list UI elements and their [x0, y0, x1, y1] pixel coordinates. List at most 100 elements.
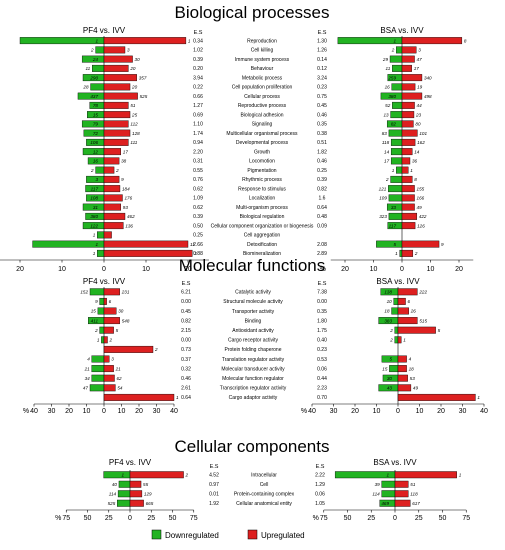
- count-label-upregulated: 2: [115, 168, 119, 173]
- bar-upregulated: [401, 37, 463, 45]
- bar-upregulated: [397, 326, 436, 334]
- category-label: Detoxification: [247, 242, 277, 248]
- panel-title-left: PF4 vs. IVV: [109, 458, 152, 467]
- count-label-upregulated: 49: [413, 386, 419, 391]
- count-label-downregulated: 14: [384, 149, 390, 154]
- es-value-left: 0.32: [181, 366, 191, 372]
- category-label: Multicellular organismal process: [226, 131, 298, 137]
- count-label-upregulated: 1: [410, 168, 413, 173]
- x-tick-label: 50: [439, 515, 447, 522]
- bar-upregulated: [103, 194, 123, 202]
- bar-upregulated: [103, 326, 114, 334]
- es-value-right: 0.09: [317, 223, 327, 229]
- bar-upregulated: [103, 129, 131, 137]
- bar-downregulated: [97, 249, 105, 257]
- bar-downregulated: [388, 185, 403, 193]
- bar-upregulated: [103, 365, 114, 373]
- bar-downregulated: [99, 326, 105, 334]
- bar-upregulated: [401, 129, 418, 137]
- legend-label-downregulated: Downregulated: [165, 531, 219, 540]
- count-label-downregulated: 28: [82, 85, 89, 90]
- es-value-left: 0.97: [209, 482, 219, 488]
- category-label: Localization: [249, 196, 276, 202]
- count-label-downregulated: 29: [382, 57, 389, 62]
- count-label-upregulated: 20: [129, 66, 136, 71]
- es-value-left: 0.20: [193, 66, 203, 72]
- es-value-left: 0.01: [209, 492, 219, 498]
- category-label: Transcription regulator activity: [220, 386, 287, 392]
- bar-upregulated: [401, 212, 418, 220]
- section-title: Cellular components: [175, 437, 330, 456]
- es-value-left: 0.76: [193, 177, 203, 183]
- category-label: Reproductive process: [238, 103, 287, 109]
- category-label: Cargo receptor activity: [228, 338, 279, 344]
- x-tick-label: 0: [102, 266, 106, 273]
- bar-upregulated: [103, 120, 129, 128]
- category-label: Protein folding chaperone: [225, 347, 282, 353]
- count-label-downregulated: 39: [375, 482, 381, 487]
- count-label-upregulated: 498: [424, 94, 432, 99]
- bar-upregulated: [103, 393, 175, 401]
- count-label-downregulated: 52: [385, 103, 391, 108]
- count-label-upregulated: 617: [412, 501, 420, 506]
- bar-upregulated: [401, 148, 413, 156]
- count-label-upregulated: 93: [123, 205, 129, 210]
- x-unit-label: %: [55, 515, 61, 522]
- panel-title-left: PF4 vs. IVV: [83, 26, 126, 35]
- count-label-downregulated: 16: [385, 85, 391, 90]
- count-label-upregulated: 30: [135, 57, 141, 62]
- category-label: Behaviour: [251, 66, 274, 72]
- es-value-left: 0.66: [193, 94, 203, 100]
- bar-upregulated: [397, 336, 402, 344]
- bar-downregulated: [391, 83, 403, 91]
- bar-downregulated: [391, 307, 399, 315]
- bar-downregulated: [118, 480, 131, 488]
- es-value-left: 2.15: [181, 328, 191, 334]
- bar-upregulated: [397, 384, 412, 392]
- bar-downregulated: [91, 355, 105, 363]
- count-label-upregulated: 155: [417, 186, 425, 191]
- es-value-right: 3.24: [317, 75, 327, 81]
- count-label-upregulated: 665: [146, 501, 154, 506]
- bar-upregulated: [401, 175, 413, 183]
- count-label-downregulated: 10: [387, 299, 393, 304]
- es-header-right: E.S: [318, 281, 327, 287]
- bar-downregulated: [337, 37, 403, 45]
- count-label-downregulated: 15: [91, 309, 97, 314]
- count-label-upregulated: 129: [144, 491, 152, 496]
- count-label-downregulated: 11: [386, 66, 391, 71]
- bar-upregulated: [103, 101, 129, 109]
- x-tick-label: 50: [169, 515, 177, 522]
- es-value-right: 0.38: [317, 131, 327, 137]
- es-value-left: 2.61: [181, 386, 191, 392]
- count-label-upregulated: 1: [176, 395, 179, 400]
- bar-downregulated: [97, 307, 105, 315]
- bar-upregulated: [103, 336, 108, 344]
- category-label: Cell aggregation: [244, 233, 281, 239]
- count-label-upregulated: 128: [132, 131, 140, 136]
- count-label-upregulated: 2: [193, 251, 197, 256]
- count-label-upregulated: 1: [188, 38, 191, 43]
- count-label-downregulated: 9: [95, 299, 98, 304]
- count-label-downregulated: 121: [379, 186, 387, 191]
- es-value-right: 0.82: [317, 186, 327, 192]
- count-label-downregulated: 152: [80, 290, 88, 295]
- count-label-upregulated: 51: [130, 103, 136, 108]
- es-value-right: 0.53: [317, 357, 327, 363]
- category-label: Catalytic activity: [235, 290, 271, 296]
- count-label-downregulated: 138: [384, 290, 392, 295]
- x-tick-label: 10: [427, 266, 435, 273]
- category-label: Molecular transducer activity: [221, 366, 285, 372]
- count-label-downregulated: 13: [383, 112, 389, 117]
- count-label-upregulated: 23: [415, 112, 422, 117]
- count-label-upregulated: 162: [417, 140, 425, 145]
- bar-upregulated: [394, 471, 457, 479]
- bar-upregulated: [401, 203, 415, 211]
- category-label: Cellular process: [244, 94, 280, 100]
- bar-downregulated: [390, 175, 403, 183]
- count-label-upregulated: 49: [417, 205, 423, 210]
- bar-downregulated: [101, 336, 105, 344]
- x-tick-label: 30: [459, 408, 467, 415]
- bar-upregulated: [401, 240, 440, 248]
